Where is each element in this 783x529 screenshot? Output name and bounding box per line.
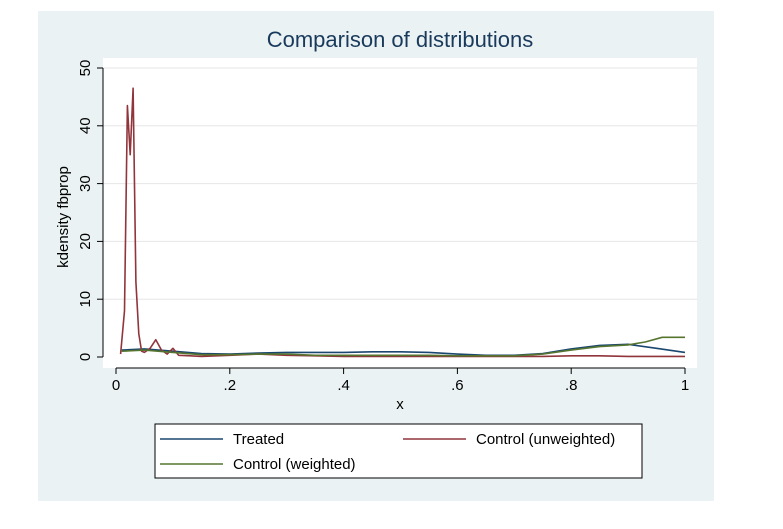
x-tick-label-2: .4 [337, 377, 350, 394]
series-line-control-weighted [121, 336, 685, 357]
legend-label-treated: Treated [233, 431, 284, 448]
x-tick-label-4: .8 [565, 377, 578, 394]
legend-box [154, 423, 643, 479]
y-tick-label-2: 20 [77, 233, 94, 250]
y-axis-label: kdensity fbprop [55, 166, 72, 268]
y-axis: 0 10 20 30 40 50 [77, 60, 104, 361]
x-tick-label-5: 1 [681, 377, 689, 394]
chart-title: Comparison of distributions [267, 27, 534, 52]
grid [103, 67, 697, 300]
x-axis: 0 .2 .4 .6 .8 1 [112, 367, 689, 394]
y-tick-label-4: 40 [77, 117, 94, 134]
legend: Treated Control (unweighted) Control (weig… [154, 423, 643, 479]
legend-label-control-unweighted: Control (unweighted) [476, 431, 615, 448]
y-tick-label-1: 10 [77, 291, 94, 308]
y-tick-label-0: 0 [77, 353, 94, 361]
series-layer [119, 87, 686, 358]
y-tick-label-5: 50 [77, 60, 94, 77]
y-tick-label-3: 30 [77, 175, 94, 192]
series-line-control-unweighted [119, 87, 685, 358]
x-tick-label-0: 0 [112, 377, 120, 394]
series-line-treated [121, 343, 686, 357]
legend-label-control-weighted: Control (weighted) [233, 456, 356, 473]
x-axis-label: x [396, 396, 404, 413]
x-tick-label-3: .6 [451, 377, 464, 394]
x-tick-label-1: .2 [224, 377, 237, 394]
plot-area [103, 58, 697, 368]
